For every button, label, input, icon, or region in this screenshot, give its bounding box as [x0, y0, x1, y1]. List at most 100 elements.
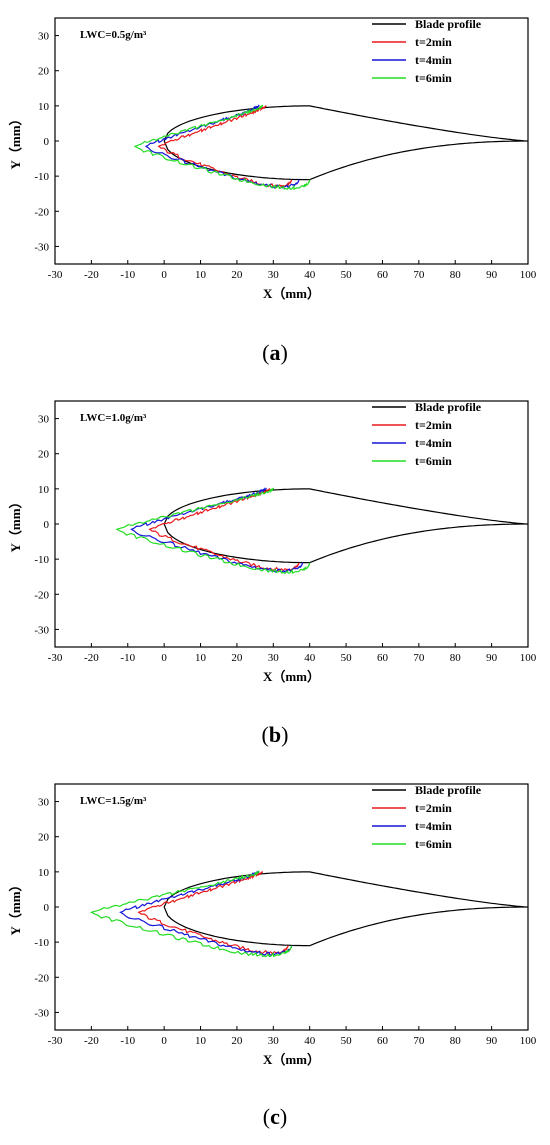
lwc-annotation: LWC=1.5g/m³ [80, 795, 147, 807]
plot-frame [54, 783, 529, 1031]
x-tick-label: -30 [48, 1035, 63, 1047]
x-tick-label: 100 [520, 1035, 537, 1047]
x-tick-label: 40 [304, 1035, 316, 1047]
y-axis-label: Y（mm） [8, 878, 23, 935]
x-tick-label: -10 [120, 652, 135, 664]
legend-label: t=2min [415, 418, 452, 432]
chart-svg: -30 -20 -10 0 10 20 30 40 50 60 70 80 90 100-30-20-10… [8, 783, 537, 1067]
series-line-blade-profile [163, 488, 529, 564]
y-tick-label: 0 [44, 136, 50, 148]
x-tick-label: 90 [486, 652, 498, 664]
legend-label: t=2min [415, 801, 452, 815]
x-tick-label: 80 [450, 269, 462, 281]
series-line-t-6min [89, 870, 293, 958]
x-tick-label: -20 [84, 1035, 99, 1047]
x-tick-label: 100 [520, 652, 537, 664]
y-tick-label: -20 [34, 972, 49, 984]
x-tick-label: 80 [450, 1035, 462, 1047]
x-axis-label: X（mm） [263, 1052, 320, 1067]
y-tick-label: 0 [44, 902, 50, 914]
x-tick-label: 90 [486, 1035, 498, 1047]
x-tick-label: -10 [120, 269, 135, 281]
y-tick-label: -20 [34, 589, 49, 601]
x-tick-label: 100 [520, 269, 537, 281]
lwc-annotation: LWC=1.0g/m³ [80, 412, 147, 424]
x-tick-label: 30 [268, 652, 280, 664]
x-tick-label: 30 [268, 269, 280, 281]
x-tick-label: 20 [231, 269, 243, 281]
y-tick-label: 20 [38, 66, 50, 78]
x-tick-label: 40 [304, 652, 316, 664]
panel-label: (b) [261, 722, 289, 747]
y-tick-label: -10 [34, 937, 49, 949]
x-axis-label: X（mm） [263, 669, 320, 684]
x-tick-label: 60 [377, 269, 389, 281]
chart-panel-a: -30 -20 -10 0 10 20 30 40 50 60 70 80 90 100 -30 -20 -10… [0, 0, 550, 310]
chart-panel-c: -30 -20 -10 0 10 20 30 40 50 60 70 80 90 100 -30 -20 -10… [0, 766, 550, 1076]
y-tick-label: 10 [38, 867, 50, 879]
x-tick-label: 0 [161, 652, 167, 664]
series-line-t-4min [144, 104, 300, 190]
y-tick-label: 30 [38, 31, 50, 43]
y-axis-label: Y（mm） [8, 112, 23, 169]
x-axis-label: X（mm） [263, 286, 320, 301]
x-tick-label: -30 [48, 652, 63, 664]
chart-svg: -30 -20 -10 0 10 20 30 40 50 60 70 80 90 100-30-20-10… [8, 400, 537, 684]
x-tick-label: 40 [304, 269, 316, 281]
y-tick-label: 10 [38, 101, 50, 113]
chart-panel-b: -30 -20 -10 0 10 20 30 40 50 60 70 80 90 100 -30 -20 -10… [0, 383, 550, 693]
x-tick-label: 10 [195, 1035, 207, 1047]
legend-label: t=4min [415, 53, 452, 67]
x-tick-label: -20 [84, 652, 99, 664]
panel-label: (a) [262, 340, 288, 365]
legend-label: t=6min [415, 837, 452, 851]
x-tick-label: -30 [48, 269, 63, 281]
legend-label: Blade profile [415, 17, 482, 31]
x-tick-label: 20 [231, 652, 243, 664]
x-tick-label: 80 [450, 652, 462, 664]
y-tick-label: -20 [34, 206, 49, 218]
legend-label: t=4min [415, 436, 452, 450]
y-tick-label: 30 [38, 414, 50, 426]
y-tick-label: 0 [44, 519, 50, 531]
series-line-t-4min [130, 487, 304, 573]
x-tick-label: 10 [195, 269, 207, 281]
legend-label: t=4min [415, 819, 452, 833]
y-tick-label: -30 [34, 1007, 49, 1019]
y-tick-label: 10 [38, 484, 50, 496]
y-tick-label: -30 [34, 241, 49, 253]
x-tick-label: 0 [161, 269, 167, 281]
x-tick-label: 50 [341, 1035, 353, 1047]
legend-label: t=2min [415, 35, 452, 49]
y-tick-label: -30 [34, 624, 49, 636]
legend-label: Blade profile [415, 783, 482, 797]
x-tick-label: 60 [377, 652, 389, 664]
x-tick-label: 50 [341, 269, 353, 281]
plot-frame [54, 400, 529, 648]
series-line-t-6min [133, 104, 311, 191]
x-tick-label: 70 [413, 269, 425, 281]
x-tick-label: -20 [84, 269, 99, 281]
x-tick-label: 60 [377, 1035, 389, 1047]
x-tick-label: 30 [268, 1035, 280, 1047]
panel-label: (c) [262, 1104, 288, 1129]
y-axis-label: Y（mm） [8, 495, 23, 552]
x-tick-label: 70 [413, 652, 425, 664]
x-tick-label: 50 [341, 652, 353, 664]
legend-label: t=6min [415, 454, 452, 468]
series-line-blade-profile [163, 871, 529, 947]
lwc-annotation: LWC=0.5g/m³ [80, 29, 147, 41]
series-line-t-2min [137, 871, 289, 955]
series-line-t-6min [115, 487, 311, 575]
series-line-t-4min [119, 870, 293, 956]
legend-label: Blade profile [415, 400, 482, 414]
x-tick-label: 10 [195, 652, 207, 664]
chart-svg: -30 -20 -10 0 10 20 30 40 50 60 70 80 90 100-30-20-10… [8, 17, 537, 301]
plot-frame [54, 17, 529, 265]
x-tick-label: 20 [231, 1035, 243, 1047]
series-line-blade-profile [163, 105, 529, 181]
y-tick-label: 30 [38, 797, 50, 809]
x-tick-label: -10 [120, 1035, 135, 1047]
y-tick-label: -10 [34, 554, 49, 566]
y-tick-label: -10 [34, 171, 49, 183]
